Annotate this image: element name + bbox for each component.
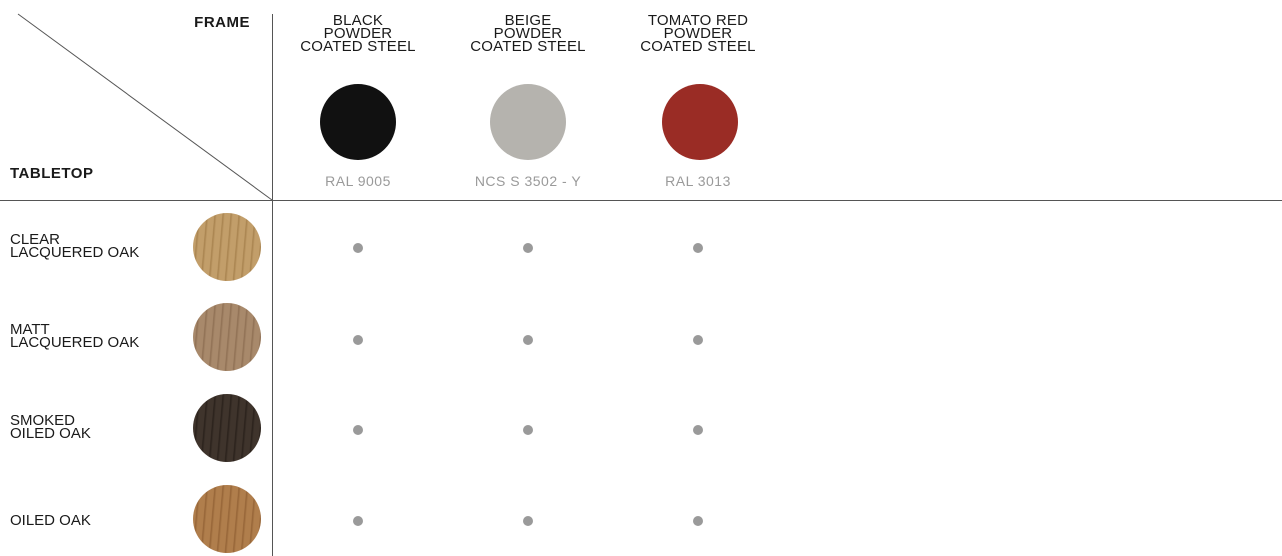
header-diagonal-divider [17,13,273,201]
tabletop-label-smoked-oiled-oak: SMOKED OILED OAK [10,412,91,442]
frame-swatch-black[interactable] [320,84,396,160]
tabletop-label-clear-lacquered-oak: CLEAR LACQUERED OAK [10,231,140,261]
availability-dot [523,425,533,435]
frame-color-code: RAL 9005 [325,173,391,189]
tabletop-label-line: OILED OAK [10,512,91,529]
frame-column-tomato-red: TOMATO RED POWDER COATED STEEL [613,12,783,55]
tabletop-label-line: MATT [10,321,50,338]
frame-title-line: COATED STEEL [640,38,756,55]
availability-dot [353,335,363,345]
frame-title-line: POWDER [323,25,393,42]
frame-title-line: COATED STEEL [300,38,416,55]
availability-dot [693,516,703,526]
frame-title-line: BEIGE [504,12,552,29]
horizontal-divider [0,200,1282,201]
tabletop-label-oiled-oak: OILED OAK [10,512,91,529]
tabletop-swatch-smoked-oiled-oak[interactable] [193,394,261,462]
availability-dot [353,516,363,526]
frame-swatch-beige[interactable] [490,84,566,160]
availability-dot [523,335,533,345]
frame-header-label: FRAME [194,14,250,31]
frame-column-beige: BEIGE POWDER COATED STEEL [443,12,613,55]
frame-title-line: POWDER [493,25,563,42]
frame-swatch-tomato-red[interactable] [662,84,738,160]
availability-dot [523,516,533,526]
frame-title-line: POWDER [663,25,733,42]
availability-dot [693,243,703,253]
frame-title-line: COATED STEEL [470,38,586,55]
frame-color-code: RAL 3013 [665,173,731,189]
tabletop-label-line: LACQUERED OAK [10,244,140,261]
availability-dot [693,425,703,435]
availability-dot [693,335,703,345]
tabletop-header-label: TABLETOP [10,165,94,182]
tabletop-label-line: SMOKED [10,412,76,429]
tabletop-label-matt-lacquered-oak: MATT LACQUERED OAK [10,321,140,351]
tabletop-swatch-oiled-oak[interactable] [193,485,261,553]
vertical-divider [272,14,273,556]
frame-color-code: NCS S 3502 - Y [474,173,582,189]
availability-dot [353,243,363,253]
availability-dot [353,425,363,435]
availability-dot [523,243,533,253]
frame-column-black: BLACK POWDER COATED STEEL [273,12,443,55]
tabletop-label-line: LACQUERED OAK [10,334,140,351]
tabletop-swatch-matt-lacquered-oak[interactable] [193,303,261,371]
tabletop-label-line: OILED OAK [10,425,91,442]
tabletop-label-line: CLEAR [10,231,61,248]
frame-title-line: TOMATO RED [647,12,749,29]
tabletop-swatch-clear-lacquered-oak[interactable] [193,213,261,281]
frame-title-line: BLACK [332,12,384,29]
